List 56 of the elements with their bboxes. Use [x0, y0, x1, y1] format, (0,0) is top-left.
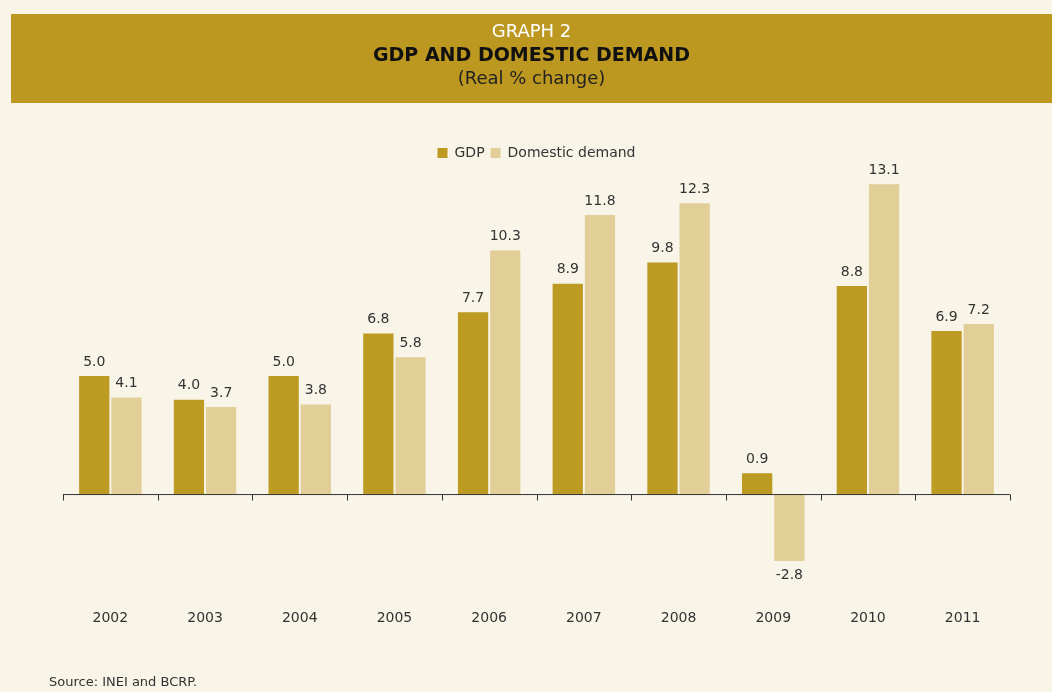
bar — [79, 376, 110, 495]
data-label: 5.0 — [83, 352, 106, 369]
chart-subtitle: (Real % change) — [456, 66, 607, 90]
bar — [679, 203, 710, 495]
data-label: 4.1 — [115, 374, 138, 391]
bar — [552, 283, 583, 495]
x-tick-label: 2006 — [471, 609, 508, 626]
x-tick-label: 2007 — [566, 609, 602, 626]
x-tick-label: 2005 — [376, 609, 413, 626]
bar — [300, 404, 331, 495]
data-label: 0.9 — [746, 449, 769, 466]
bar — [868, 184, 900, 495]
data-label: 10.3 — [489, 227, 521, 244]
data-label: 11.8 — [584, 191, 616, 208]
data-label: 5.0 — [272, 352, 295, 369]
x-tick-label: 2008 — [660, 609, 697, 626]
x-tick-label: 2010 — [850, 609, 886, 626]
bar — [774, 494, 805, 561]
bar — [931, 331, 962, 495]
data-label: 7.2 — [967, 300, 990, 317]
bar — [268, 376, 299, 495]
x-tick-label: 2011 — [944, 609, 981, 626]
data-label: 5.8 — [399, 333, 422, 350]
data-label: 8.8 — [840, 262, 863, 279]
legend-label: Domestic demand — [507, 143, 636, 160]
data-label: 3.8 — [304, 381, 327, 398]
x-tick-label: 2009 — [755, 609, 792, 626]
bar — [647, 262, 678, 495]
x-tick-label: 2002 — [92, 609, 129, 626]
chart-title: GDP AND DOMESTIC DEMAND — [372, 42, 691, 66]
bar — [742, 473, 773, 495]
data-label: 3.7 — [210, 383, 233, 400]
data-label: 7.7 — [461, 288, 485, 305]
bar — [584, 215, 616, 495]
bar — [836, 286, 867, 495]
data-label: 6.9 — [935, 307, 958, 324]
bar — [395, 357, 426, 495]
bar — [206, 406, 237, 495]
bar — [363, 333, 394, 495]
x-tick-label: 2004 — [281, 609, 318, 626]
data-label: 8.9 — [556, 260, 579, 277]
legend-label: GDP — [454, 143, 485, 160]
source-note: Source: INEI and BCRP. — [49, 674, 198, 689]
bar — [457, 312, 489, 495]
bar — [963, 323, 994, 495]
data-label: 6.8 — [367, 310, 390, 327]
data-label: -2.8 — [775, 565, 804, 582]
x-tick-label: 2003 — [187, 609, 223, 626]
caption: GRAPH 2 — [490, 20, 573, 42]
data-label: 12.3 — [679, 179, 711, 196]
bar — [490, 250, 521, 495]
bar — [173, 399, 205, 495]
data-label: 13.1 — [868, 160, 900, 177]
bar — [111, 397, 142, 495]
data-label: 9.8 — [651, 239, 674, 256]
data-label: 4.0 — [177, 376, 201, 393]
